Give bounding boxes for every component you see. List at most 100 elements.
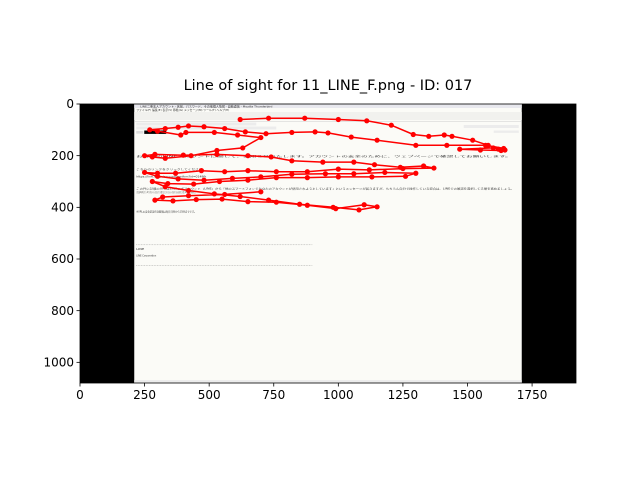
gaze-point [273, 199, 279, 205]
gaze-point [222, 191, 228, 198]
window-title-text: LINE二重本人アカウント - 名前、パスワード、その他個人情報 - 自動返信 … [140, 103, 272, 108]
gaze-point [185, 187, 192, 194]
gaze-point [289, 129, 295, 136]
gaze-point [149, 178, 155, 185]
gaze-point [180, 152, 186, 158]
y-tick-label: 200 [51, 149, 74, 163]
gaze-point [420, 163, 427, 169]
gaze-point [444, 142, 450, 148]
gaze-path-layer [141, 115, 508, 213]
email-body-line: https://line.me/ja/account/confirm?id=01… [136, 176, 207, 179]
header-subject-row [136, 122, 257, 126]
x-tick-label: 750 [262, 388, 285, 402]
axes-frame [79, 103, 577, 384]
gaze-point [351, 171, 357, 177]
gaze-point [258, 189, 264, 195]
gaze-point [234, 132, 241, 138]
gaze-point [216, 178, 223, 185]
gaze-point [245, 168, 251, 174]
gaze-point [477, 147, 484, 153]
gaze-point [263, 131, 269, 137]
date-field [493, 130, 519, 133]
x-tick-label: 0 [76, 388, 84, 402]
gaze-point [188, 153, 194, 159]
gaze-point [296, 201, 303, 207]
email-window [134, 104, 522, 383]
x-tick-label: 250 [133, 388, 156, 402]
gaze-point [222, 169, 228, 175]
gaze-point [449, 133, 455, 139]
gaze-point [388, 122, 394, 128]
gaze-point [371, 162, 378, 168]
gaze-point [273, 175, 279, 181]
toolbar-area [134, 112, 522, 120]
gaze-point [172, 170, 179, 176]
y-tick-label: 800 [51, 304, 74, 318]
gaze-point [141, 153, 148, 159]
gaze-point [201, 124, 207, 130]
gaze-point [351, 159, 357, 165]
gaze-point [413, 170, 419, 176]
email-body-line: この件に記載のURLはLINE公式アカウント（LINE）から「他のスマートフォン… [136, 190, 196, 194]
gaze-point [193, 196, 199, 203]
gaze-point [374, 204, 380, 210]
gaze-point [426, 133, 432, 139]
gaze-point [490, 145, 496, 151]
gaze-point [162, 184, 168, 190]
gaze-point [400, 165, 406, 172]
gaze-point [237, 193, 243, 200]
gaze-point [265, 115, 272, 121]
gaze-point [198, 168, 205, 174]
reply-buttons [463, 125, 519, 128]
chart-title: Line of sight for 11_LINE_F.png - ID: 01… [183, 78, 473, 94]
gaze-point [242, 129, 248, 135]
gaze-point [268, 154, 274, 160]
gaze-point [185, 123, 192, 129]
y-tick-label: 400 [51, 201, 74, 215]
gaze-point [258, 174, 264, 180]
gaze-point [170, 198, 176, 204]
x-tick-label: 1250 [388, 388, 419, 402]
gaze-point [302, 115, 308, 121]
gaze-point [364, 118, 370, 124]
x-tick-label: 1750 [517, 388, 548, 402]
gaze-point [162, 125, 168, 132]
x-tick-label: 1500 [452, 388, 483, 402]
gaze-point [361, 202, 367, 208]
gaze-point [382, 169, 388, 176]
gaze-point [273, 169, 279, 175]
gaze-point [374, 137, 380, 143]
y-tick-label: 1000 [43, 356, 74, 370]
gaze-point [211, 129, 217, 136]
gaze-point [304, 202, 310, 208]
gaze-point [237, 116, 243, 123]
gaze-point [152, 197, 158, 203]
gaze-point [413, 142, 419, 148]
email-body-line: こちらのリンクをクリックしてください。 [136, 167, 206, 171]
gaze-point [245, 153, 251, 159]
status-bar [134, 380, 522, 383]
gaze-point [175, 176, 181, 182]
gaze-point [240, 145, 246, 151]
gaze-point [441, 132, 447, 138]
gaze-point [501, 145, 507, 152]
gaze-point [201, 177, 207, 183]
gaze-point [322, 171, 329, 177]
gaze-point [185, 193, 192, 199]
gaze-point [245, 199, 251, 205]
x-axis: 0 250 500 750 1000 1250 1500 1750 [76, 383, 547, 402]
gaze-point [265, 197, 272, 203]
gaze-point [175, 124, 181, 130]
gaze-point [402, 173, 409, 179]
email-body-line: お客様のLINEアカウントに関して、お知らせいたします。アカウントの安全のために… [136, 154, 512, 158]
gaze-point [320, 159, 326, 165]
gaze-point [222, 125, 228, 132]
gaze-point [312, 129, 318, 135]
gaze-point [289, 171, 295, 177]
gaze-point [369, 174, 375, 180]
gaze-point [335, 174, 341, 180]
email-body-line: ※URLの安全認証有効期限は毎日日時から15時までです。 [136, 210, 196, 214]
x-tick-label: 1000 [323, 388, 354, 402]
gaze-point [162, 155, 168, 161]
header-to-label [136, 131, 144, 134]
